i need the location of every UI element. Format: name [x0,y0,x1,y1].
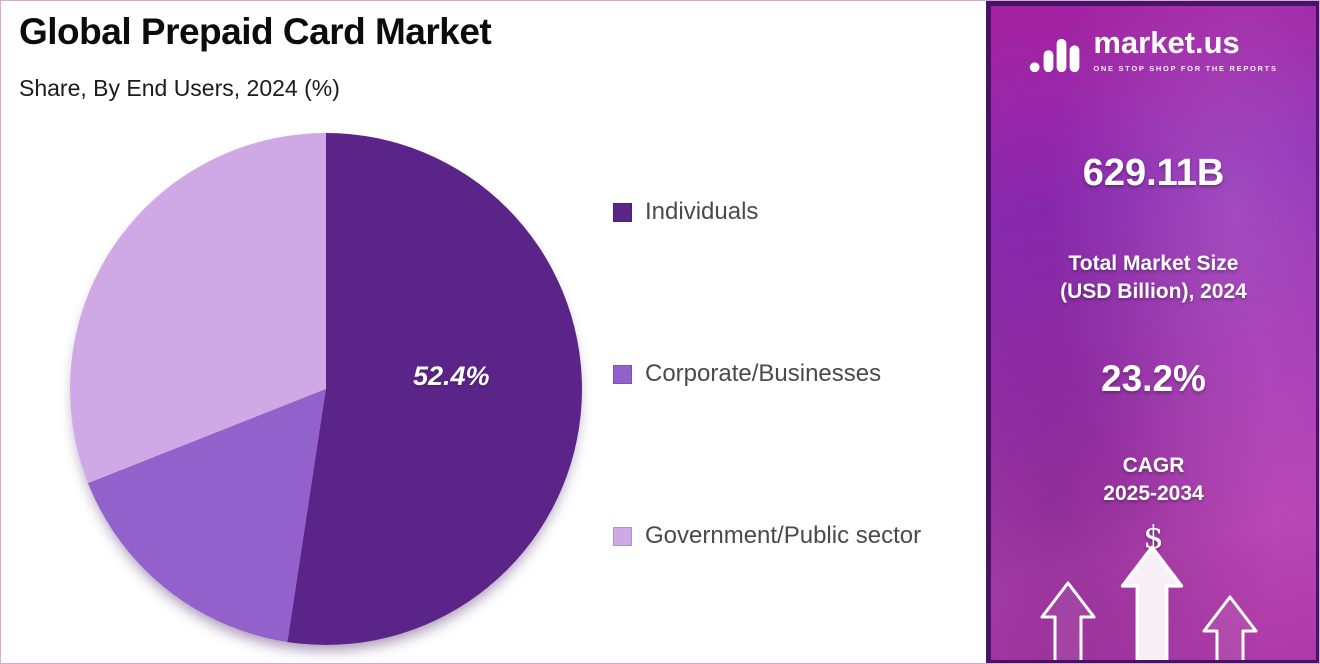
legend-item-corporate: Corporate/Businesses [613,360,881,388]
legend-swatch-individuals [613,202,632,222]
growth-arrow-icon [1037,581,1099,660]
cagr-value: 23.2% [1101,358,1206,399]
legend-label-government: Government/Public sector [645,522,922,549]
legend-label-individuals: Individuals [645,198,759,225]
cagr-label: CAGR 2025-2034 [991,452,1316,509]
dollar-icon: $ [1143,518,1164,556]
market-size-value: 629.11B [1082,152,1225,194]
marketus-logo: market.us ONE STOP SHOP FOR THE REPORTS [991,25,1316,79]
legend-swatch-corporate [613,364,632,384]
growth-arrow-icon [1199,595,1261,660]
pie-chart [70,133,582,645]
market-size-label-line1: Total Market Size [1068,252,1239,275]
brand-name: market.us [1093,25,1240,60]
market-size-label-line2: (USD Billion), 2024 [1060,280,1247,304]
page-subtitle: Share, By End Users, 2024 (%) [19,75,340,101]
brand-text-block: market.us ONE STOP SHOP FOR THE REPORTS [1093,25,1278,74]
pie-slice-label: 52.4% [413,361,490,391]
legend-item-government: Government/Public sector [613,522,921,550]
legend-item-individuals: Individuals [613,198,758,226]
brand-tagline: ONE STOP SHOP FOR THE REPORTS [1093,64,1278,74]
stats-sidebar: market.us ONE STOP SHOP FOR THE REPORTS … [986,1,1319,663]
legend-label-corporate: Corporate/Businesses [645,360,882,387]
cagr-label-line2: 2025-2034 [1103,482,1204,506]
market-size-label: Total Market Size (USD Billion), 2024 [991,250,1316,307]
cagr-label-line1: CAGR [1122,454,1185,477]
page-title: Global Prepaid Card Market [19,11,492,52]
marketus-logo-icon [1029,28,1081,79]
legend-swatch-government [613,526,632,546]
growth-arrow-icon [1118,545,1186,660]
